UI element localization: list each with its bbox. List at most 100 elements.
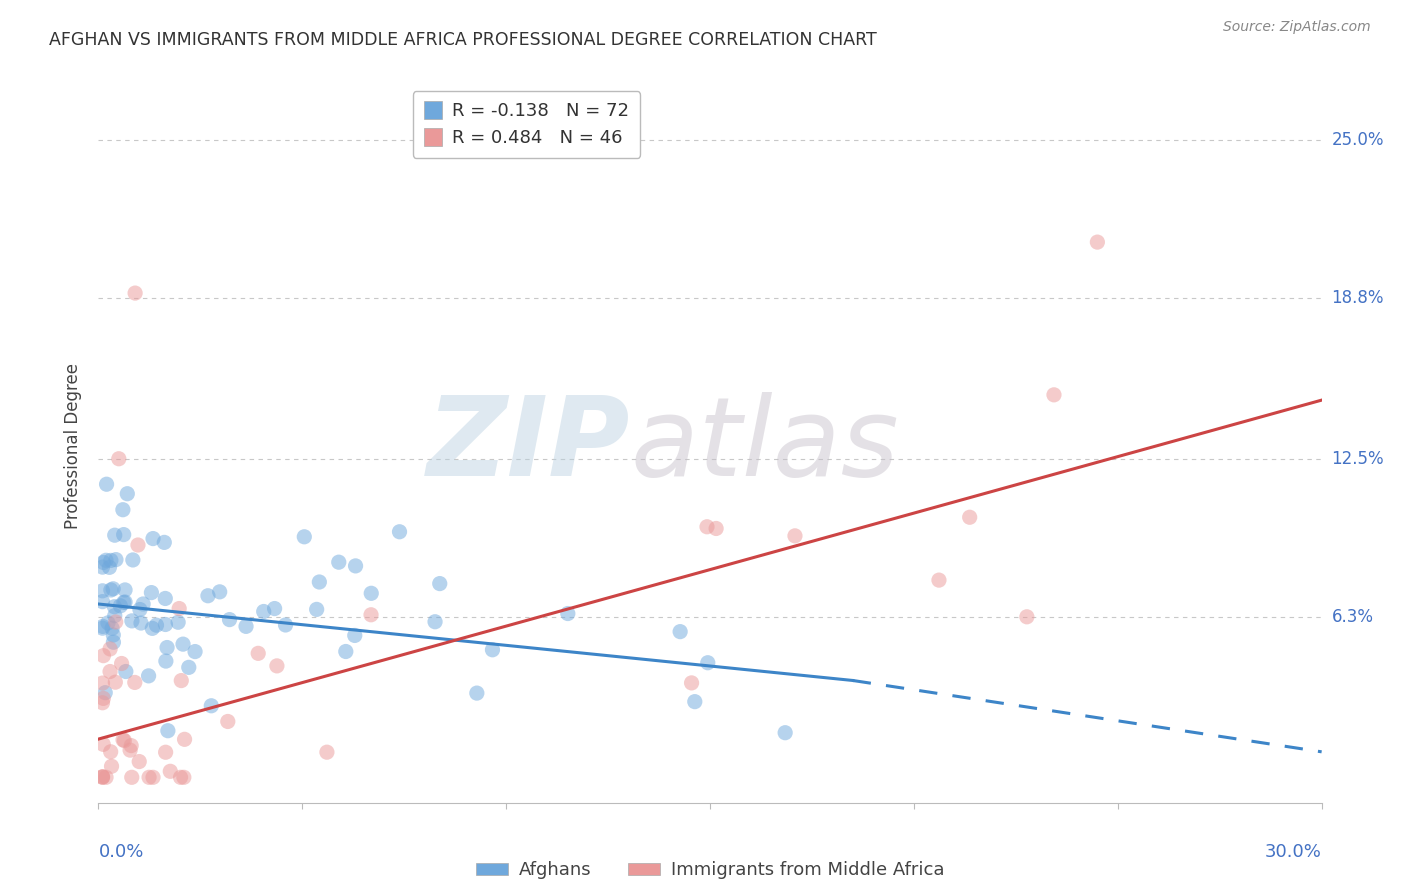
Point [129, 602, 152, 616]
Point [1043, 388, 1066, 402]
Point [177, 660, 200, 674]
Text: 0.0%: 0.0% [98, 843, 143, 861]
Point [97, 615, 120, 630]
Point [335, 644, 357, 658]
Point [124, 675, 146, 690]
Point [100, 553, 122, 567]
Point [104, 615, 127, 629]
Point [108, 451, 131, 466]
Point [114, 595, 136, 609]
Point [167, 601, 190, 615]
Point [120, 739, 142, 753]
Point [121, 614, 143, 628]
Point [308, 574, 330, 589]
Point [100, 745, 122, 759]
Text: atlas: atlas [630, 392, 900, 500]
Point [111, 502, 134, 516]
Point [91, 691, 114, 706]
Point [344, 558, 367, 573]
Point [141, 585, 163, 599]
Point [696, 520, 718, 534]
Point [103, 599, 125, 614]
Point [120, 743, 142, 757]
Point [683, 695, 706, 709]
Point [117, 486, 139, 500]
Point [91, 770, 114, 784]
Point [169, 770, 191, 784]
Text: 18.8%: 18.8% [1331, 289, 1384, 307]
Point [155, 617, 177, 632]
Point [91, 696, 114, 710]
Point [101, 621, 124, 635]
Point [91, 619, 114, 633]
Point [124, 286, 146, 301]
Point [91, 560, 114, 574]
Point [959, 510, 981, 524]
Point [235, 619, 257, 633]
Point [557, 607, 579, 621]
Point [773, 725, 796, 739]
Point [94, 770, 117, 784]
Point [274, 618, 297, 632]
Point [704, 521, 727, 535]
Point [197, 589, 219, 603]
Point [91, 737, 114, 751]
Point [481, 642, 503, 657]
Point [110, 599, 132, 613]
Point [681, 676, 703, 690]
Point [112, 595, 135, 609]
Point [316, 745, 339, 759]
Point [266, 658, 288, 673]
Legend: Afghans, Immigrants from Middle Africa: Afghans, Immigrants from Middle Africa [468, 855, 952, 887]
Point [104, 528, 127, 542]
Point [127, 538, 149, 552]
Point [91, 583, 114, 598]
Point [388, 524, 411, 539]
Text: Source: ZipAtlas.com: Source: ZipAtlas.com [1223, 20, 1371, 34]
Point [91, 770, 114, 784]
Point [100, 582, 122, 597]
Point [91, 621, 114, 635]
Point [208, 584, 231, 599]
Point [155, 745, 177, 759]
Point [121, 553, 143, 567]
Point [465, 686, 488, 700]
Point [91, 594, 114, 608]
Point [142, 532, 165, 546]
Point [112, 732, 135, 747]
Point [128, 755, 150, 769]
Point [328, 555, 350, 569]
Point [142, 770, 165, 784]
Point [155, 654, 177, 668]
Point [218, 613, 240, 627]
Text: AFGHAN VS IMMIGRANTS FROM MIDDLE AFRICA PROFESSIONAL DEGREE CORRELATION CHART: AFGHAN VS IMMIGRANTS FROM MIDDLE AFRICA … [49, 31, 877, 49]
Point [1015, 609, 1038, 624]
Point [173, 770, 195, 784]
Y-axis label: Professional Degree: Professional Degree [65, 363, 83, 529]
Point [343, 628, 366, 642]
Point [103, 628, 125, 642]
Point [360, 607, 382, 622]
Point [103, 635, 125, 649]
Text: 30.0%: 30.0% [1265, 843, 1322, 861]
Point [121, 770, 143, 784]
Point [93, 648, 115, 663]
Point [423, 615, 446, 629]
Point [173, 732, 195, 747]
Text: 12.5%: 12.5% [1331, 450, 1384, 467]
Point [98, 642, 121, 657]
Point [104, 552, 127, 566]
Point [1085, 235, 1108, 249]
Point [98, 665, 121, 679]
Point [184, 644, 207, 658]
Point [91, 770, 114, 784]
Text: 25.0%: 25.0% [1331, 131, 1384, 149]
Point [292, 530, 315, 544]
Point [217, 714, 239, 729]
Point [110, 657, 132, 671]
Point [696, 656, 718, 670]
Point [96, 477, 118, 491]
Point [104, 608, 127, 623]
Point [156, 723, 179, 738]
Point [101, 582, 124, 596]
